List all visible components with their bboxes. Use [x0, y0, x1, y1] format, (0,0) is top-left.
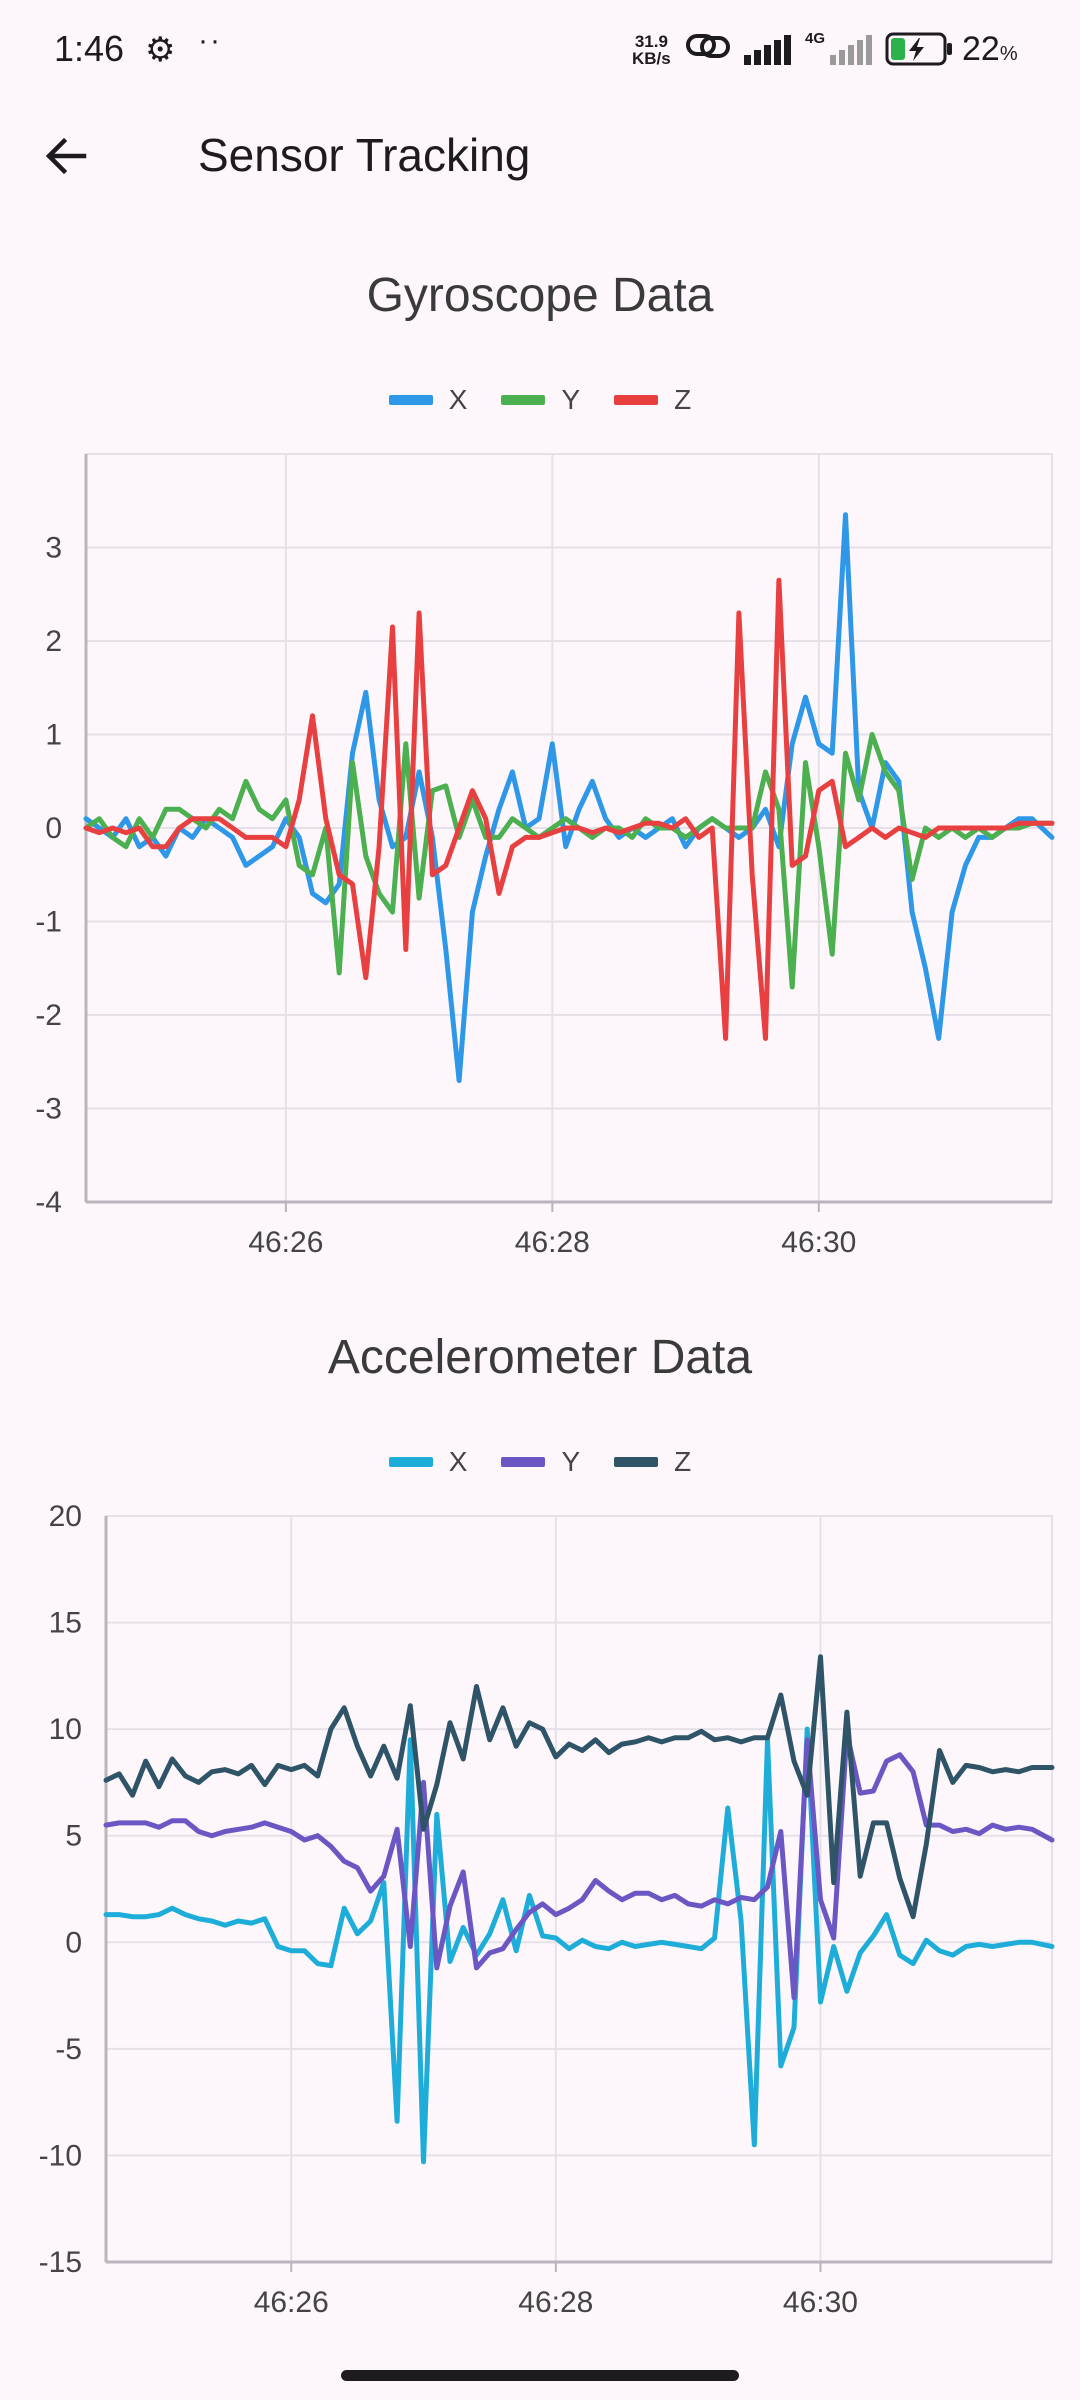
gyro-chart-title: Gyroscope Data [366, 269, 714, 322]
legend-swatch [388, 1457, 433, 1467]
accel-y-tick-label: 10 [49, 1713, 82, 1746]
accel-x-tick-label: 46:26 [254, 2286, 329, 2319]
signal-icon [744, 34, 796, 74]
app-bar: Sensor Tracking [0, 100, 1080, 212]
net-speed-value: 31.9 [634, 32, 668, 51]
page-title: Sensor Tracking [198, 129, 531, 181]
accel-legend-z: Z [614, 1442, 691, 1482]
link-icon [686, 30, 730, 70]
gyro-y-tick-label: 1 [45, 719, 62, 752]
gyro-x-tick-label: 46:26 [248, 1226, 323, 1259]
back-button[interactable] [34, 124, 98, 188]
battery-percent: 22% [962, 30, 1018, 69]
battery-percent-value: 22 [962, 30, 1000, 68]
legend-label: Y [561, 1446, 581, 1477]
gyro-x-tick-label: 46:28 [515, 1226, 590, 1259]
accel-plot-area [105, 1515, 1053, 2263]
gyro-y-tick-label: -2 [35, 999, 62, 1032]
gyro-legend-x: X [388, 380, 468, 420]
gyro-y-tick-label: 3 [45, 532, 62, 565]
gyro-series-y-line [83, 732, 1055, 990]
net-speed: 31.9 KB/s [632, 33, 671, 67]
gyro-series-x-line [83, 512, 1055, 1083]
gyro-x-tick-label: 46:30 [781, 1226, 856, 1259]
gyro-y-tick-label: -3 [35, 1093, 62, 1126]
legend-swatch [501, 395, 546, 405]
legend-label: Y [561, 384, 581, 415]
legend-swatch [614, 1457, 659, 1467]
arrow-left-icon [45, 137, 87, 175]
legend-label: Z [674, 384, 692, 415]
signal-icon-2 [830, 34, 874, 74]
accel-y-tick-label: -10 [39, 2139, 82, 2172]
battery-charging-icon [885, 32, 955, 75]
net-speed-unit: KB/s [632, 49, 671, 68]
gyro-y-tick-label: 2 [45, 625, 62, 658]
legend-label: X [448, 384, 468, 415]
legend-swatch [501, 1457, 546, 1467]
accelerometer-chart: 20 15 10 5 0 -5 -10 -15 46:26 46:28 46:30 [39, 1500, 1055, 2319]
accel-legend: X Y Z [0, 1442, 1080, 1482]
legend-swatch [388, 395, 433, 405]
accel-x-tick-label: 46:28 [518, 2286, 593, 2319]
accel-series-y-line [103, 1730, 1055, 2001]
gyro-y-tick-label: -4 [35, 1186, 62, 1219]
gyro-legend: X Y Z [0, 380, 1080, 420]
more-dots-icon: ·· [198, 24, 222, 57]
accel-legend-x: X [388, 1442, 468, 1482]
accel-series-x-line [103, 1726, 1055, 2165]
gyro-series-z-line [83, 577, 1055, 1041]
status-bar: 1:46 ⚙ ·· 31.9 KB/s 4G [0, 0, 1080, 100]
legend-label: Z [674, 1446, 692, 1477]
home-indicator[interactable] [341, 2370, 739, 2381]
accel-legend-y: Y [501, 1442, 580, 1482]
accel-y-tick-label: -5 [55, 2033, 82, 2066]
accel-y-tick-label: -15 [39, 2246, 82, 2279]
gyro-legend-z: Z [614, 380, 691, 420]
accel-chart-title: Accelerometer Data [327, 1331, 753, 1384]
gyro-y-tick-label: 0 [45, 812, 62, 845]
battery-percent-unit: % [999, 43, 1018, 65]
accel-y-tick-label: 5 [65, 1820, 82, 1853]
gyro-y-tick-label: -1 [35, 906, 62, 939]
accel-series-z-line [103, 1654, 1055, 1920]
status-time: 1:46 [54, 28, 125, 69]
gear-icon: ⚙ [145, 31, 176, 69]
gyroscope-chart: 3 2 1 0 -1 -2 -3 -4 46:26 46:28 46:30 [35, 453, 1055, 1259]
legend-label: X [448, 1446, 468, 1477]
gyro-legend-y: Y [501, 380, 580, 420]
accel-y-tick-label: 20 [49, 1500, 82, 1533]
legend-swatch [614, 395, 659, 405]
network-type: 4G [805, 30, 826, 47]
accel-x-tick-label: 46:30 [783, 2286, 858, 2319]
accel-y-tick-label: 0 [65, 1926, 82, 1959]
accel-y-tick-label: 15 [49, 1607, 82, 1640]
